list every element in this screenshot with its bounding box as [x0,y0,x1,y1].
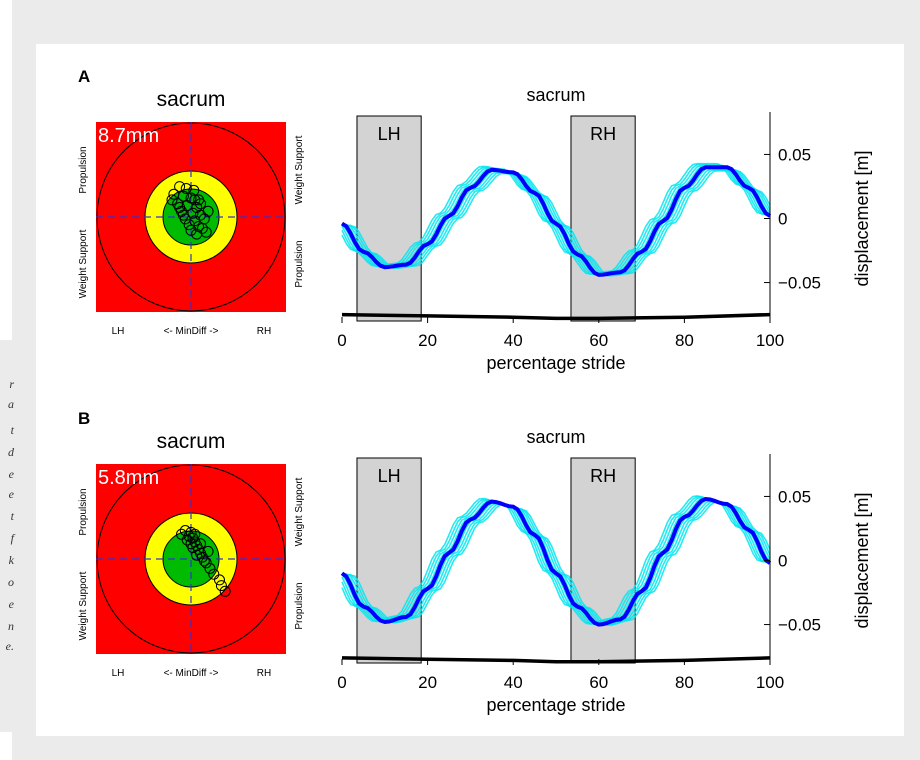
x-tick-label: 60 [589,331,608,350]
caption-fragment: n [0,620,14,633]
phase-box-rh [571,458,635,663]
target-x-label-right: RH [257,668,271,679]
y-tick-label: 0.05 [778,145,811,164]
line-plot: sacrum LH RH −0.05 0 0.05 displacement [m] 0 20 4… [337,85,872,373]
panel-letter: A [78,67,90,86]
target-x-label: <- MinDiff -> [164,668,219,679]
caption-fragment: e. [0,640,14,653]
x-tick-label: 80 [675,331,694,350]
line-plot-title: sacrum [526,427,585,447]
left-label-bottom: Weight Support [78,229,89,298]
phase-box-label: LH [378,466,401,486]
right-label-bottom: Propulsion [294,240,305,287]
y-tick-label: 0 [778,210,787,229]
left-label-bottom: Weight Support [78,571,89,640]
panel-a: Asacrum 8.7mm Propulsion Weight Support Weig… [78,67,872,373]
right-label-top: Weight Support [294,135,305,204]
caption-fragment: e [0,598,14,611]
target-plot: sacrum 8.7mm Propulsion Weight Support Weigh… [78,88,305,337]
panel-letter: B [78,409,90,428]
target-x-label-left: LH [112,668,125,679]
x-axis-label: percentage stride [486,353,625,373]
x-tick-label: 60 [589,673,608,692]
x-tick-label: 0 [337,673,346,692]
target-plot-title: sacrum [157,430,226,453]
x-tick-label: 100 [756,673,784,692]
target-value-label: 8.7mm [98,125,159,147]
phase-box-lh [357,458,421,663]
line-plot: sacrum LH RH −0.05 0 0.05 displacement [m] 0 20 4… [337,427,872,715]
x-tick-label: 20 [418,331,437,350]
y-tick-label: 0 [778,552,787,571]
phase-box-label: RH [590,466,616,486]
target-plot-title: sacrum [157,88,226,111]
caption-fragment: e [0,468,14,481]
caption-fragment: d [0,446,14,459]
caption-fragment: o [0,576,14,589]
line-plot-title: sacrum [526,85,585,105]
caption-fragment: t [0,510,14,523]
x-tick-label: 40 [504,331,523,350]
caption-fragment: a [0,398,14,411]
phase-box-label: LH [378,124,401,144]
target-x-label-right: RH [257,326,271,337]
caption-fragment: e [0,488,14,501]
y-axis-label: displacement [m] [852,492,872,628]
x-tick-label: 100 [756,331,784,350]
y-tick-label: 0.05 [778,487,811,506]
right-label-top: Weight Support [294,477,305,546]
target-x-label: <- MinDiff -> [164,326,219,337]
y-tick-label: −0.05 [778,616,821,635]
target-value-label: 5.8mm [98,467,159,489]
caption-fragment: r [0,378,14,391]
x-tick-label: 40 [504,673,523,692]
caption-fragment: t [0,424,14,437]
x-tick-label: 20 [418,673,437,692]
right-label-bottom: Propulsion [294,582,305,629]
x-tick-label: 0 [337,331,346,350]
phase-box-rh [571,116,635,321]
y-tick-label: −0.05 [778,274,821,293]
y-axis-label: displacement [m] [852,150,872,286]
left-label-top: Propulsion [78,146,89,193]
left-label-top: Propulsion [78,488,89,535]
x-axis-label: percentage stride [486,695,625,715]
target-plot: sacrum 5.8mm Propulsion Weight Support Weigh… [78,430,305,679]
target-x-label-left: LH [112,326,125,337]
phase-box-label: RH [590,124,616,144]
caption-fragment: k [0,554,14,567]
x-tick-label: 80 [675,673,694,692]
phase-box-lh [357,116,421,321]
caption-fragment: f [0,532,14,545]
